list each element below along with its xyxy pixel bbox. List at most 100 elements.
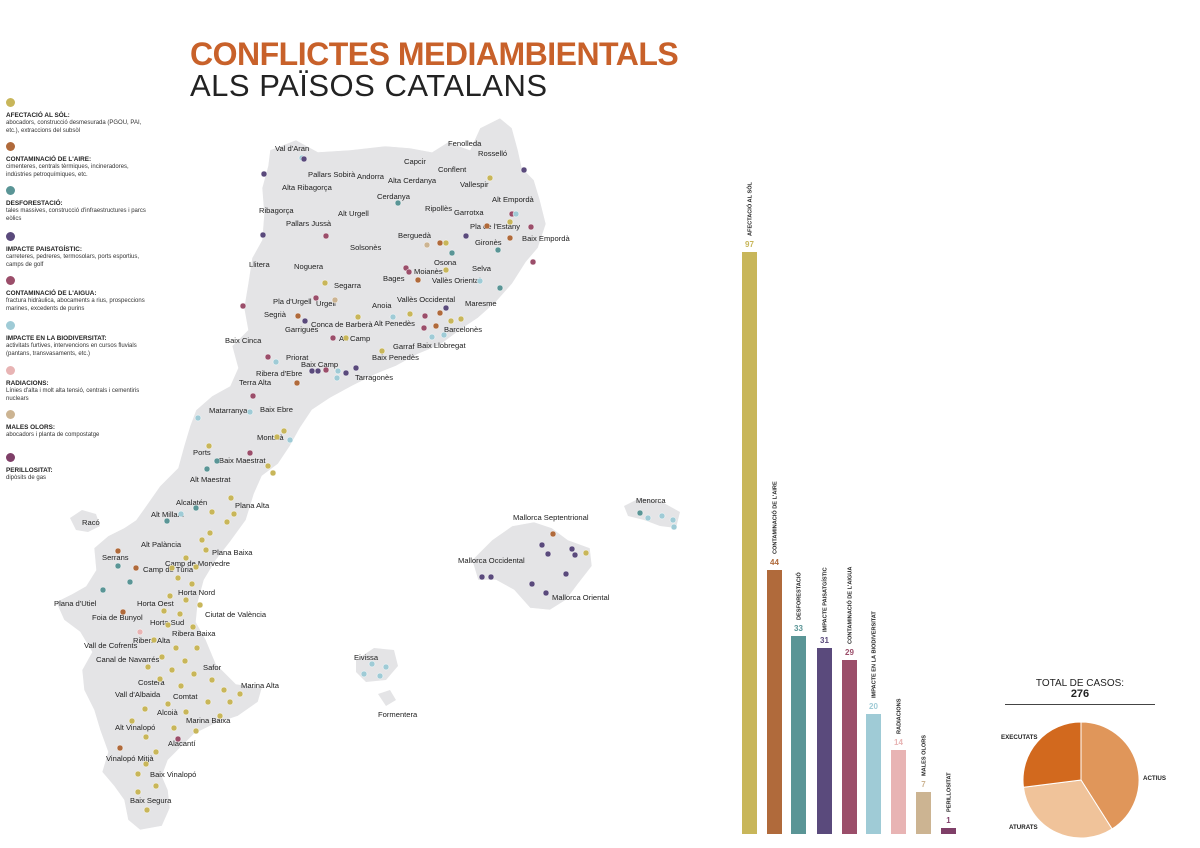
region-label: Marina Baixa: [186, 716, 231, 725]
region-label: Ciutat de València: [205, 610, 267, 619]
region-label: Baix Segura: [130, 796, 172, 805]
conflict-point: [269, 469, 277, 477]
region-label: Tarragonès: [355, 373, 393, 382]
region-label: Conca de Barberà: [311, 320, 373, 329]
region-label: Foia de Bunyol: [92, 613, 143, 622]
region-label: Maresme: [465, 299, 497, 308]
region-label: Pallars Sobirà: [308, 170, 356, 179]
region-label: Baix Maestrat: [219, 456, 266, 465]
bar-value-label: 20: [869, 702, 878, 711]
circle-icon: [6, 410, 15, 419]
total-cases-count: 276: [1070, 688, 1090, 700]
conflict-point: [116, 744, 124, 752]
bar-value-label: 14: [894, 738, 903, 747]
conflict-point: [273, 433, 281, 441]
bar-desforestacio: [791, 636, 806, 834]
conflict-point: [236, 690, 244, 698]
region-label: Osona: [434, 258, 457, 267]
conflict-point: [440, 331, 448, 339]
region-label: Baix Vinalopó: [150, 770, 196, 779]
bar-category-label: IMPACTE PAISATGÍSTIC: [821, 567, 829, 632]
region-label: Vall de Cofrents: [84, 641, 138, 650]
conflict-point: [182, 554, 190, 562]
region-label: Ports: [193, 448, 211, 457]
region-label: Andorra: [357, 172, 385, 181]
conflict-point: [205, 442, 213, 450]
legend-item-biodiversitat: IMPACTE EN LA BIODIVERSITAT: activitats …: [6, 321, 156, 358]
conflict-point: [160, 607, 168, 615]
circle-icon: [6, 98, 15, 107]
conflict-point: [196, 601, 204, 609]
region-label: Ripollès: [425, 204, 452, 213]
pie-label-actius: ACTIUS: [1143, 775, 1166, 782]
region-label: Baix Cinca: [225, 336, 262, 345]
circle-icon: [6, 232, 15, 241]
bar-category-label: PERILLOSITAT: [947, 772, 953, 812]
pie-slice-executats: [1022, 721, 1082, 788]
region-label: Camp de Morvedre: [165, 559, 230, 568]
conflict-point: [134, 770, 142, 778]
conflict-point: [192, 727, 200, 735]
bar-value-label: 29: [845, 648, 854, 657]
region-label: Plana Baixa: [212, 548, 253, 557]
legend-title: CONTAMINACIÓ DE L'AIRE:: [6, 156, 92, 163]
divider: [1005, 704, 1155, 705]
conflict-point: [636, 509, 644, 517]
conflict-point: [529, 258, 537, 266]
conflict-point: [421, 312, 429, 320]
region-label: Segrià: [264, 310, 287, 319]
bar-perillositat: [941, 828, 956, 834]
region-label: Baix Ebre: [260, 405, 293, 414]
region-label: Montsià: [257, 433, 284, 442]
conflict-point: [406, 310, 414, 318]
conflict-point: [322, 232, 330, 240]
conflict-point: [189, 623, 197, 631]
circle-icon: [6, 142, 15, 151]
region-label: Vallès Oriental: [432, 276, 481, 285]
region-label: Segarra: [334, 281, 362, 290]
legend-item-aire: CONTAMINACIÓ DE L'AIRE: cimenteres, cent…: [6, 142, 156, 179]
region-label: Solsonès: [350, 243, 381, 252]
legend-desc: abocadors i planta de compostatge: [6, 432, 100, 438]
conflict-point: [202, 546, 210, 554]
bar-category-label: MALES OLORS: [922, 735, 928, 776]
region-label: Baix Camp: [301, 360, 338, 369]
conflict-point: [152, 782, 160, 790]
conflict-point: [264, 353, 272, 361]
legend-desc: tales massives, construcció d'infraestru…: [6, 208, 146, 222]
conflict-point: [170, 724, 178, 732]
region-label: Urgell: [316, 299, 336, 308]
conflict-point: [478, 573, 486, 581]
conflict-point: [352, 364, 360, 372]
region-label: Baix Llobregat: [417, 341, 466, 350]
conflict-point: [192, 504, 200, 512]
pie-slice-aturats: [1022, 779, 1113, 839]
bar-category-label: RADIACIONS: [897, 698, 903, 734]
conflict-point: [134, 788, 142, 796]
conflict-point: [300, 155, 308, 163]
region-label: Garraf: [393, 342, 415, 351]
conflict-point: [114, 547, 122, 555]
conflict-point: [230, 510, 238, 518]
conflict-point: [216, 712, 224, 720]
conflict-point: [432, 322, 440, 330]
circle-icon: [6, 186, 15, 195]
conflict-point: [99, 586, 107, 594]
total-cases-title: TOTAL DE CASOS:: [1035, 678, 1125, 689]
pie-label-aturats: ATURATS: [1009, 824, 1038, 831]
region-label: Costera: [138, 678, 165, 687]
conflict-point: [462, 232, 470, 240]
region-label: Noguera: [294, 262, 324, 271]
conflict-point: [190, 670, 198, 678]
mainland-shape: [55, 117, 547, 831]
bars-group: [742, 252, 956, 834]
conflict-point: [549, 530, 557, 538]
conflict-point: [483, 222, 491, 230]
bar-category-label: DESFORESTACIÓ: [795, 572, 803, 620]
conflict-point: [204, 698, 212, 706]
conflict-point: [172, 644, 180, 652]
region-label: Eivissa: [354, 653, 379, 662]
circle-icon: [6, 321, 15, 330]
bar-value-label: 1: [946, 816, 951, 825]
conflict-point: [213, 457, 221, 465]
